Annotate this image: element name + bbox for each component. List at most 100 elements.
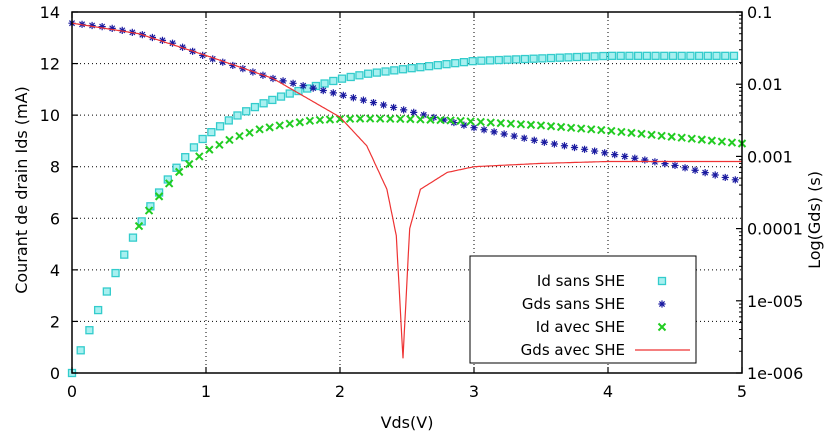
data-point bbox=[642, 51, 652, 60]
data-point bbox=[426, 115, 435, 124]
data-point bbox=[369, 98, 378, 107]
data-point bbox=[320, 79, 329, 88]
data-point bbox=[372, 68, 382, 77]
data-point bbox=[506, 119, 516, 128]
series-layer bbox=[67, 19, 747, 378]
legend-label: Gds avec SHE bbox=[521, 341, 625, 359]
data-point bbox=[339, 91, 347, 99]
data-point bbox=[185, 159, 194, 169]
data-point bbox=[375, 114, 385, 123]
data-point bbox=[275, 121, 284, 130]
data-point bbox=[711, 171, 719, 179]
y-tick-label: 0 bbox=[50, 364, 60, 383]
data-point bbox=[637, 129, 646, 139]
data-point bbox=[634, 51, 643, 60]
y2-axis-title: Log(Gds) (s) bbox=[805, 171, 824, 269]
data-point bbox=[158, 36, 167, 44]
data-point bbox=[102, 287, 111, 296]
data-point bbox=[555, 53, 564, 62]
legend-swatch bbox=[657, 322, 667, 332]
data-point bbox=[556, 122, 566, 132]
data-point bbox=[538, 54, 547, 63]
data-point bbox=[712, 51, 721, 60]
y-tick-label: 12 bbox=[40, 55, 60, 74]
data-point bbox=[587, 125, 596, 134]
data-point bbox=[424, 62, 434, 71]
data-point bbox=[355, 71, 364, 80]
legend-swatch bbox=[657, 276, 667, 286]
data-point bbox=[510, 132, 518, 140]
data-point bbox=[500, 130, 508, 138]
data-point bbox=[198, 134, 207, 144]
data-point bbox=[209, 55, 217, 63]
data-point bbox=[721, 51, 730, 60]
data-point bbox=[299, 82, 307, 90]
data-point bbox=[195, 152, 204, 161]
data-point bbox=[617, 127, 626, 137]
data-point bbox=[235, 131, 244, 141]
data-point bbox=[215, 122, 225, 131]
data-point bbox=[703, 51, 712, 60]
y-tick-label: 10 bbox=[40, 106, 60, 125]
x-tick-label: 1 bbox=[201, 382, 211, 401]
data-point bbox=[381, 67, 390, 76]
data-point bbox=[329, 89, 337, 97]
data-point bbox=[335, 114, 345, 124]
data-point bbox=[440, 116, 448, 124]
data-point bbox=[657, 131, 666, 140]
data-point bbox=[118, 26, 126, 34]
data-point bbox=[721, 173, 729, 182]
data-point bbox=[660, 51, 669, 60]
data-point bbox=[250, 102, 260, 112]
data-point bbox=[120, 250, 129, 259]
data-point bbox=[460, 121, 468, 129]
y-tick-label: 2 bbox=[50, 312, 60, 331]
data-point bbox=[627, 128, 636, 138]
data-point bbox=[233, 111, 242, 120]
data-point bbox=[707, 136, 717, 145]
data-point bbox=[337, 74, 347, 83]
data-point bbox=[215, 140, 224, 150]
data-point bbox=[727, 138, 737, 147]
data-point bbox=[651, 51, 660, 60]
data-point bbox=[93, 305, 103, 315]
data-point bbox=[520, 134, 528, 142]
data-point bbox=[346, 72, 355, 82]
data-point bbox=[566, 123, 576, 132]
data-point bbox=[564, 53, 573, 62]
data-point bbox=[305, 116, 315, 125]
data-point bbox=[520, 54, 530, 64]
data-point bbox=[667, 132, 676, 141]
data-point bbox=[398, 65, 408, 74]
data-point bbox=[325, 115, 335, 124]
data-point bbox=[470, 124, 478, 132]
data-point bbox=[265, 123, 274, 132]
data-point bbox=[570, 143, 579, 152]
data-point bbox=[597, 125, 606, 135]
data-point bbox=[416, 115, 425, 124]
data-point bbox=[128, 233, 138, 242]
series-0 bbox=[67, 51, 739, 378]
data-point bbox=[295, 118, 305, 127]
plot-frame bbox=[71, 11, 743, 374]
data-point bbox=[496, 118, 506, 128]
data-point bbox=[420, 111, 428, 119]
data-point bbox=[164, 179, 174, 188]
data-point bbox=[309, 84, 317, 92]
data-point bbox=[601, 149, 609, 157]
x-tick-label: 2 bbox=[335, 382, 345, 401]
data-point bbox=[285, 89, 294, 98]
data-point bbox=[580, 145, 589, 153]
data-point bbox=[76, 346, 85, 355]
data-point bbox=[174, 167, 184, 177]
x-tick-label: 4 bbox=[603, 382, 613, 401]
data-point bbox=[550, 140, 558, 148]
data-point bbox=[526, 120, 536, 130]
series-line bbox=[71, 22, 742, 359]
legend-box bbox=[469, 255, 697, 364]
data-point bbox=[536, 121, 546, 130]
data-point bbox=[144, 206, 154, 215]
data-point bbox=[701, 169, 709, 177]
data-point bbox=[154, 192, 164, 201]
